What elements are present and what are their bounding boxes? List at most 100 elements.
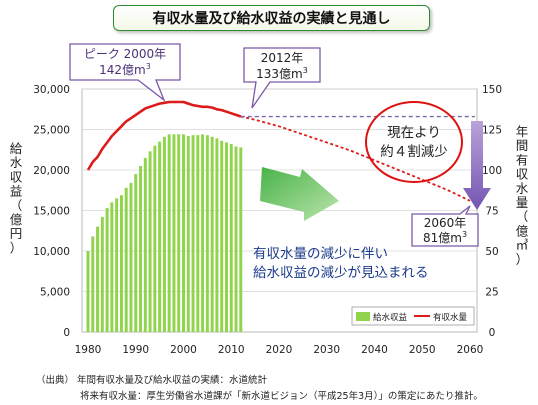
left-axis-label: 給水収益（億円） — [10, 141, 23, 255]
bar — [124, 187, 128, 332]
bar — [186, 135, 190, 332]
bar — [162, 136, 166, 332]
legend-line-label: 有収水量 — [433, 312, 468, 323]
right-axis-label-char: 水 — [516, 181, 529, 196]
callout-2060-line1: 2060年 — [424, 216, 467, 230]
x-tick-label: 2010 — [218, 344, 245, 356]
bar — [110, 202, 114, 332]
svg-text:133億m3: 133億m3 — [256, 66, 308, 81]
right-axis-label-char: ） — [516, 252, 529, 267]
bar — [205, 135, 209, 332]
callout-2060: 2060年 81億m3 — [411, 205, 479, 247]
right-tick-label: 75 — [485, 206, 498, 218]
bar — [86, 251, 90, 332]
left-tick-label: 0 — [63, 327, 70, 339]
left-tick-label: 20,000 — [33, 165, 70, 177]
chart-area: 0 5,000 10,000 15,000 20,000 25,000 30,000 0 25… — [10, 43, 529, 356]
bar — [224, 142, 228, 332]
left-tick-label: 5,000 — [40, 287, 70, 299]
right-tick-label: 150 — [482, 84, 502, 96]
bar — [158, 141, 162, 332]
bar — [148, 151, 152, 332]
left-axis-label-char: 円 — [10, 226, 23, 241]
peak-callout: ピーク 2000年 142億m3 — [69, 43, 181, 102]
svg-text:81億m3: 81億m3 — [423, 230, 467, 245]
line-series-actual — [86, 100, 242, 171]
svg-text:142億m3: 142億m3 — [99, 62, 151, 77]
left-axis-label-char: 収 — [10, 169, 23, 184]
bar — [191, 135, 195, 332]
right-axis-label-char: 間 — [516, 138, 529, 153]
legend-bar-label: 給水収益 — [373, 312, 408, 323]
callout-2060-sup: 3 — [462, 230, 467, 239]
peak-callout-sup: 3 — [146, 62, 151, 71]
bar — [105, 208, 109, 332]
x-tick-label: 2060 — [457, 344, 484, 356]
bar — [91, 236, 95, 332]
bar — [215, 138, 219, 332]
x-tick-label: 1990 — [122, 344, 149, 356]
reduction-circle — [365, 101, 463, 183]
callout-2012: 2012年 133億m3 — [243, 47, 321, 109]
left-tick-label: 30,000 — [33, 84, 70, 96]
right-tick-label: 125 — [482, 125, 502, 137]
bar — [129, 182, 133, 332]
left-tick-label: 25,000 — [33, 125, 70, 137]
x-tick-label: 2020 — [266, 344, 293, 356]
left-tick-label: 10,000 — [33, 246, 70, 258]
bar — [239, 147, 243, 332]
left-axis-label-char: 億 — [10, 212, 23, 227]
bar — [201, 134, 205, 332]
bar — [229, 144, 233, 332]
bar — [139, 165, 143, 332]
right-axis-label-char: （ — [516, 209, 529, 224]
left-axis-label-char: 水 — [10, 155, 23, 170]
line-actual-path — [86, 100, 242, 171]
left-axis-label-char: 益 — [10, 184, 23, 199]
bar — [134, 174, 138, 332]
left-axis-ticks: 0 5,000 10,000 15,000 20,000 25,000 30,000 — [33, 84, 70, 339]
callout-2060-line2: 81億m — [423, 231, 462, 245]
right-tick-label: 25 — [485, 287, 498, 299]
x-axis-ticks: 1980 1990 2000 2010 2020 2030 2040 2050 2060 — [75, 344, 484, 356]
message-line-1: 有収水量の減少に伴い — [253, 245, 388, 262]
bar — [100, 216, 104, 332]
gridlines — [82, 88, 477, 292]
left-axis-label-char: （ — [10, 198, 23, 213]
bar — [182, 134, 185, 332]
left-axis-label-char: 給 — [10, 141, 23, 156]
bar — [115, 198, 119, 332]
reduction-text-1: 現在より — [387, 125, 441, 141]
right-axis-label: 年間有収水量（億㎥） — [516, 124, 529, 267]
right-axis-label-char: 有 — [516, 152, 529, 167]
callout-2012-line1: 2012年 — [261, 51, 304, 65]
right-tick-label: 100 — [482, 165, 502, 177]
x-tick-label: 2030 — [313, 344, 340, 356]
right-axis-label-char: 量 — [516, 195, 529, 210]
trend-arrow — [260, 167, 339, 221]
x-tick-label: 2040 — [361, 344, 388, 356]
callout-2012-line2: 133億m — [256, 67, 303, 81]
right-axis-label-char: 収 — [516, 167, 529, 182]
right-tick-label: 50 — [485, 246, 498, 258]
bar — [220, 140, 224, 332]
left-tick-label: 15,000 — [33, 206, 70, 218]
right-axis-label-char: 年 — [516, 124, 529, 139]
peak-callout-line1: ピーク 2000年 — [84, 47, 166, 61]
callout-2012-sup: 3 — [303, 66, 308, 75]
peak-callout-line2: 142億m — [99, 63, 146, 77]
right-tick-label: 0 — [489, 327, 496, 339]
bar — [196, 135, 200, 332]
bar — [167, 134, 171, 332]
legend: 給水収益 有収水量 — [351, 306, 475, 326]
x-tick-label: 2000 — [170, 344, 197, 356]
decrease-arrow — [463, 121, 491, 210]
bar — [177, 134, 181, 332]
bar — [119, 195, 123, 332]
bar — [210, 136, 214, 332]
x-tick-label: 2050 — [409, 344, 436, 356]
bar-series-revenue — [86, 134, 243, 332]
source-note-1: （出典） 年間有収水量及び給水収益の実績：水道統計 — [36, 375, 268, 386]
x-tick-label: 1980 — [75, 344, 102, 356]
reduction-text-2: 約４割減少 — [380, 143, 448, 160]
